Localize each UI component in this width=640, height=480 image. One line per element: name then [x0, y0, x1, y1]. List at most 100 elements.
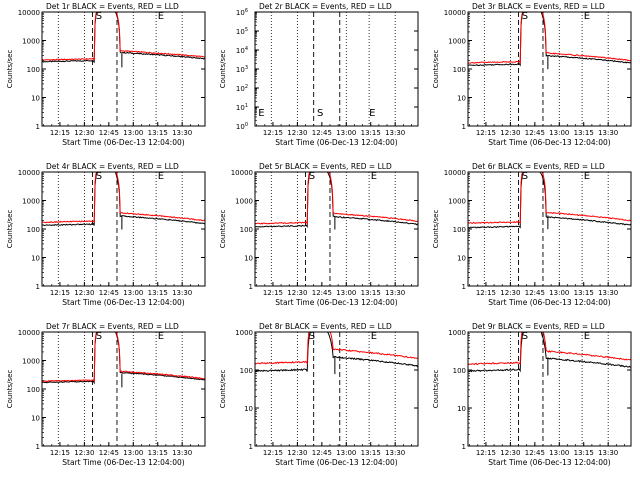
- y-tick-label: 1000: [448, 38, 466, 46]
- plot-frame: [467, 171, 632, 287]
- interval-marker-e: E: [584, 11, 590, 22]
- interval-marker-e: E: [258, 108, 264, 119]
- y-axis-label: Counts/sec: [219, 50, 227, 89]
- plot-frame: [254, 171, 419, 287]
- x-tick-label: 13:30: [172, 289, 192, 297]
- x-tick-label: 12:30: [287, 449, 307, 457]
- lld-series-line: [467, 171, 632, 225]
- lld-series-line: [41, 331, 206, 383]
- y-tick-label: 105: [236, 27, 248, 36]
- events-series-line: [467, 171, 632, 229]
- x-tick-label: 12:45: [312, 129, 332, 137]
- y-tick-label: 1: [36, 283, 40, 291]
- y-tick-label: 1000: [448, 329, 466, 337]
- events-series-line: [254, 331, 419, 373]
- plot-frame: [41, 11, 206, 127]
- y-tick-label: 10: [31, 415, 40, 423]
- y-tick-label: 102: [236, 84, 248, 93]
- interval-marker-s: S: [96, 331, 102, 342]
- events-series-line: [467, 331, 632, 373]
- y-tick-label: 1: [249, 283, 253, 291]
- x-tick-label: 12:45: [99, 449, 119, 457]
- x-tick-label: 12:45: [525, 449, 545, 457]
- x-tick-label: 12:15: [263, 449, 283, 457]
- y-tick-label: 1: [462, 283, 466, 291]
- interval-marker-e: E: [158, 171, 164, 182]
- y-axis-label: Counts/sec: [219, 370, 227, 409]
- y-axis-label: Counts/sec: [6, 210, 14, 249]
- chart-title: Det 9r BLACK = Events, RED = LLD: [472, 322, 605, 331]
- x-tick-label: 12:45: [312, 289, 332, 297]
- x-tick-label: 13:15: [574, 129, 594, 137]
- y-axis-label: Counts/sec: [219, 210, 227, 249]
- y-tick-label: 100: [453, 367, 466, 375]
- x-tick-label: 13:00: [549, 129, 569, 137]
- x-tick-label: 12:45: [99, 129, 119, 137]
- events-series-line: [468, 11, 632, 67]
- x-tick-label: 13:00: [123, 129, 143, 137]
- x-tick-label: 13:00: [123, 449, 143, 457]
- y-tick-label: 10: [457, 255, 466, 263]
- x-tick-label: 12:30: [74, 129, 94, 137]
- x-tick-label: 12:30: [500, 129, 520, 137]
- x-axis-label: Start Time (06-Dec-13 12:04:00): [488, 138, 610, 147]
- y-tick-label: 1000: [22, 38, 40, 46]
- y-tick-label: 10: [31, 255, 40, 263]
- x-tick-label: 13:00: [336, 449, 356, 457]
- y-tick-label: 1: [462, 443, 466, 451]
- x-tick-label: 12:30: [74, 289, 94, 297]
- x-tick-label: 13:15: [148, 289, 168, 297]
- x-tick-label: 13:15: [148, 129, 168, 137]
- x-tick-label: 13:00: [549, 449, 569, 457]
- x-tick-label: 13:30: [598, 129, 618, 137]
- y-tick-label: 10: [244, 255, 253, 263]
- y-tick-label: 100: [27, 226, 40, 234]
- chart-title: Det 2r BLACK = Events, RED = LLD: [259, 2, 392, 11]
- detector-chart-2r: Det 2r BLACK = Events, RED = LLD E S E 100 10…: [219, 2, 419, 147]
- plot-frame: [254, 11, 419, 127]
- x-tick-label: 13:15: [574, 289, 594, 297]
- chart-title: Det 6r BLACK = Events, RED = LLD: [472, 162, 605, 171]
- lld-series-line: [254, 331, 419, 366]
- lld-series-line: [41, 171, 206, 224]
- interval-marker-e: E: [371, 171, 377, 182]
- x-tick-label: 13:30: [385, 129, 405, 137]
- y-tick-label: 100: [27, 386, 40, 394]
- y-axis-label: Counts/sec: [432, 210, 440, 249]
- events-series-line: [42, 331, 206, 385]
- interval-marker-s: S: [96, 11, 102, 22]
- interval-marker-s: S: [522, 331, 528, 342]
- x-axis-label: Start Time (06-Dec-13 12:04:00): [488, 298, 610, 307]
- chart-title: Det 5r BLACK = Events, RED = LLD: [259, 162, 392, 171]
- x-axis-label: Start Time (06-Dec-13 12:04:00): [488, 458, 610, 467]
- plot-frame: [467, 331, 632, 447]
- y-tick-label: 100: [27, 66, 40, 74]
- chart-title: Det 3r BLACK = Events, RED = LLD: [472, 2, 605, 11]
- events-series-line: [41, 171, 205, 227]
- x-tick-label: 13:30: [385, 289, 405, 297]
- x-tick-label: 12:30: [287, 129, 307, 137]
- x-tick-label: 12:30: [500, 289, 520, 297]
- y-tick-label: 104: [236, 46, 248, 55]
- y-tick-label: 1: [36, 123, 40, 131]
- x-tick-label: 13:30: [385, 449, 405, 457]
- y-tick-label: 10: [31, 95, 40, 103]
- interval-marker-e: E: [158, 331, 164, 342]
- plot-frame: [467, 11, 632, 127]
- y-tick-label: 1000: [448, 198, 466, 206]
- y-tick-label: 100: [453, 226, 466, 234]
- x-tick-label: 12:15: [476, 289, 496, 297]
- interval-marker-s: S: [96, 171, 102, 182]
- x-tick-label: 12:15: [50, 129, 70, 137]
- y-axis-label: Counts/sec: [432, 50, 440, 89]
- y-tick-label: 10000: [444, 9, 466, 17]
- x-tick-label: 13:00: [549, 289, 569, 297]
